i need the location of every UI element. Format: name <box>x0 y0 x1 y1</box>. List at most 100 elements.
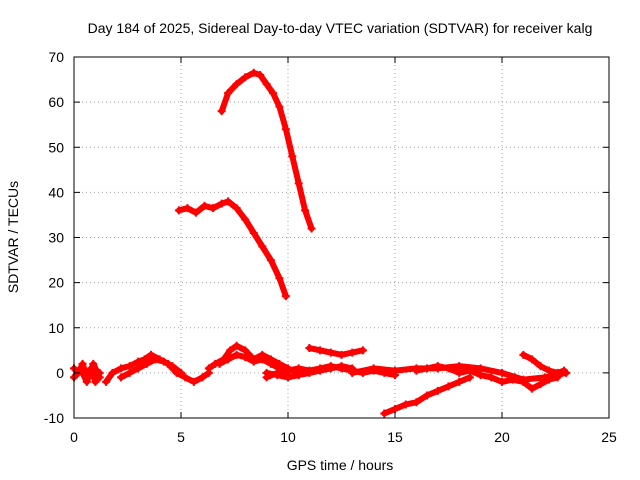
chart-title: Day 184 of 2025, Sidereal Day-to-day VTE… <box>88 20 593 36</box>
data-point <box>232 341 241 350</box>
data-point <box>134 357 143 366</box>
data-point <box>125 368 134 377</box>
data-point <box>266 256 275 265</box>
y-tick-label: 60 <box>48 94 64 110</box>
data-point <box>527 384 536 393</box>
y-axis-label: SDTVAR / TECUs <box>5 181 21 293</box>
data-point <box>91 377 100 386</box>
data-point <box>217 199 226 208</box>
data-point <box>433 386 442 395</box>
data-point <box>444 382 453 391</box>
data-point <box>273 371 282 380</box>
data-point <box>262 368 271 377</box>
data-point <box>95 373 104 382</box>
grid <box>74 57 609 418</box>
data-point <box>159 357 168 366</box>
data-point <box>269 89 278 98</box>
data-point <box>258 355 267 364</box>
x-tick-label: 10 <box>280 429 296 445</box>
data-point <box>232 80 241 89</box>
y-tick-label: -10 <box>44 410 64 426</box>
y-tick-label: 70 <box>48 49 64 65</box>
data-point <box>256 71 265 80</box>
x-tick-label: 0 <box>70 429 78 445</box>
data-point <box>369 364 378 373</box>
data-point <box>249 68 258 77</box>
data-point <box>258 242 267 251</box>
data-point <box>232 204 241 213</box>
data-point <box>401 400 410 409</box>
data-point <box>358 346 367 355</box>
data-point <box>348 348 357 357</box>
data-point <box>262 80 271 89</box>
data-point <box>125 362 134 371</box>
data-point <box>455 362 464 371</box>
data-point <box>89 359 98 368</box>
data-point <box>209 204 218 213</box>
data-point <box>215 359 224 368</box>
data-point <box>151 355 160 364</box>
data-point <box>249 357 258 366</box>
data-point <box>198 373 207 382</box>
data-point <box>241 215 250 224</box>
y-tick-label: 30 <box>48 230 64 246</box>
data-point <box>337 350 346 359</box>
data-point <box>536 380 545 389</box>
data-point <box>232 350 241 359</box>
y-tick-label: 50 <box>48 139 64 155</box>
data-point <box>224 197 233 206</box>
data-point <box>76 364 85 373</box>
data-point <box>476 364 485 373</box>
data-point <box>553 373 562 382</box>
data-point <box>326 364 335 373</box>
data-point <box>423 391 432 400</box>
data-point <box>337 362 346 371</box>
data-point <box>82 377 91 386</box>
data-point <box>391 366 399 375</box>
data-point <box>536 362 545 371</box>
data-point <box>217 107 226 116</box>
data-point <box>527 355 536 364</box>
data-point <box>281 125 290 134</box>
series-arc-high <box>218 69 315 232</box>
data-point <box>545 366 554 375</box>
data-point <box>191 208 200 217</box>
data-point <box>241 353 250 362</box>
data-point <box>498 368 506 377</box>
data-point <box>102 377 111 386</box>
data-point <box>147 350 156 359</box>
data-point <box>519 350 528 359</box>
data-point <box>348 368 357 377</box>
series-layer <box>70 68 571 418</box>
x-tick-label: 25 <box>601 429 617 445</box>
data-point <box>134 364 143 373</box>
data-point <box>444 364 453 373</box>
x-axis-label: GPS time / hours <box>287 457 394 473</box>
y-tick-label: 10 <box>48 320 64 336</box>
y-tick-label: 20 <box>48 275 64 291</box>
data-point <box>275 274 284 283</box>
data-point <box>380 409 389 418</box>
data-point <box>224 355 233 364</box>
data-point <box>545 375 554 384</box>
data-point <box>168 362 177 371</box>
data-point <box>455 377 464 386</box>
data-point <box>487 373 496 382</box>
data-point <box>465 366 474 375</box>
series-low-9 <box>306 345 366 358</box>
data-point <box>307 224 316 233</box>
data-point <box>301 206 310 215</box>
y-tick-label: 0 <box>56 365 64 381</box>
data-point <box>412 366 421 375</box>
data-point <box>433 362 442 371</box>
x-tick-label: 15 <box>387 429 403 445</box>
data-point <box>142 359 151 368</box>
data-point <box>241 73 250 82</box>
data-point <box>476 371 485 380</box>
data-point <box>275 102 284 111</box>
data-point <box>108 368 117 377</box>
data-point <box>117 373 126 382</box>
data-point <box>288 152 297 161</box>
data-point <box>294 179 303 188</box>
